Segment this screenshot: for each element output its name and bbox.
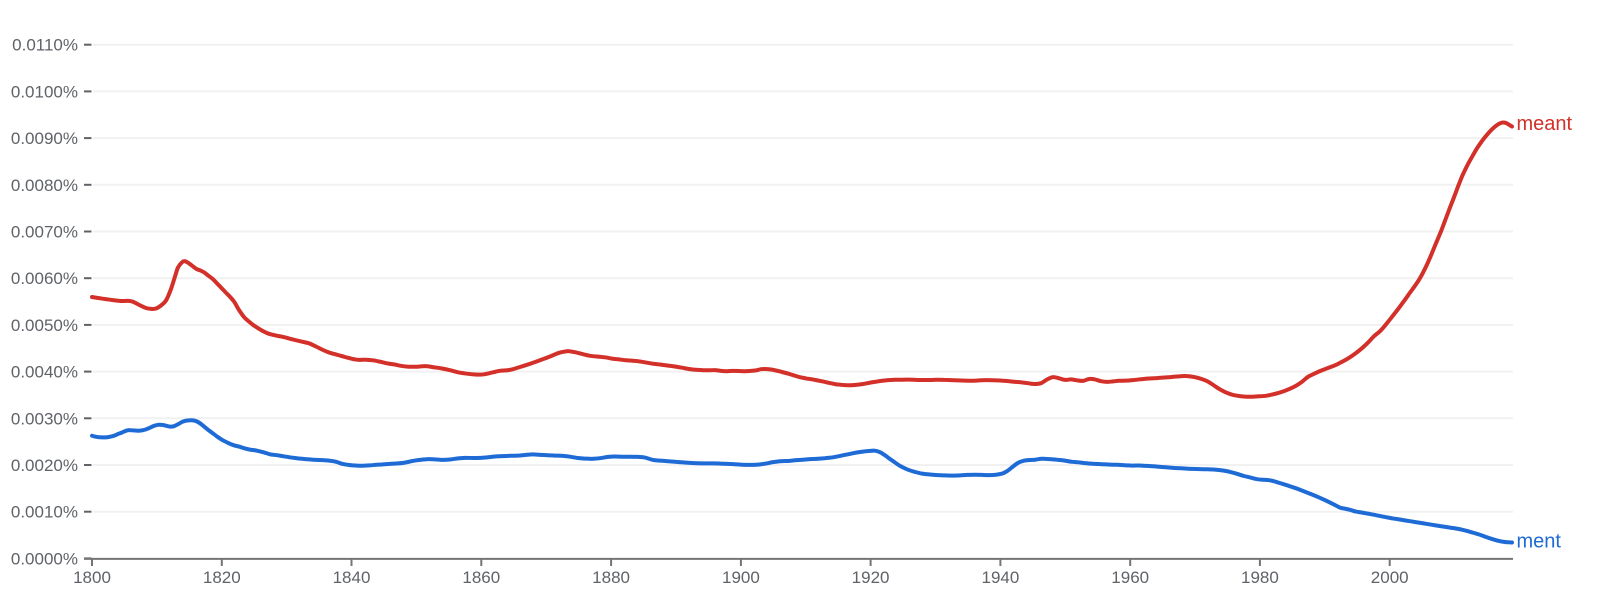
svg-text:meant: meant	[1517, 113, 1573, 135]
svg-text:0.0110%: 0.0110%	[12, 36, 78, 55]
svg-text:1840: 1840	[333, 568, 371, 587]
svg-text:0.0030%: 0.0030%	[11, 409, 78, 428]
svg-text:1960: 1960	[1111, 568, 1149, 587]
svg-text:0.0000%: 0.0000%	[11, 549, 78, 568]
svg-text:1900: 1900	[722, 568, 760, 587]
svg-text:0.0060%: 0.0060%	[11, 269, 78, 288]
svg-text:0.0090%: 0.0090%	[11, 129, 78, 148]
svg-text:0.0080%: 0.0080%	[11, 176, 78, 195]
svg-text:ment: ment	[1517, 531, 1562, 553]
svg-text:1800: 1800	[73, 568, 111, 587]
svg-text:0.0020%: 0.0020%	[11, 456, 78, 475]
svg-text:2000: 2000	[1371, 568, 1409, 587]
svg-text:0.0040%: 0.0040%	[11, 363, 78, 382]
svg-text:0.0100%: 0.0100%	[11, 82, 78, 101]
svg-text:0.0070%: 0.0070%	[11, 223, 78, 242]
svg-text:0.0050%: 0.0050%	[11, 316, 78, 335]
svg-text:1820: 1820	[203, 568, 241, 587]
svg-text:1940: 1940	[981, 568, 1019, 587]
svg-text:1860: 1860	[462, 568, 500, 587]
svg-text:1920: 1920	[852, 568, 890, 587]
svg-text:1980: 1980	[1241, 568, 1279, 587]
svg-text:1880: 1880	[592, 568, 630, 587]
svg-text:0.0010%: 0.0010%	[11, 503, 78, 522]
